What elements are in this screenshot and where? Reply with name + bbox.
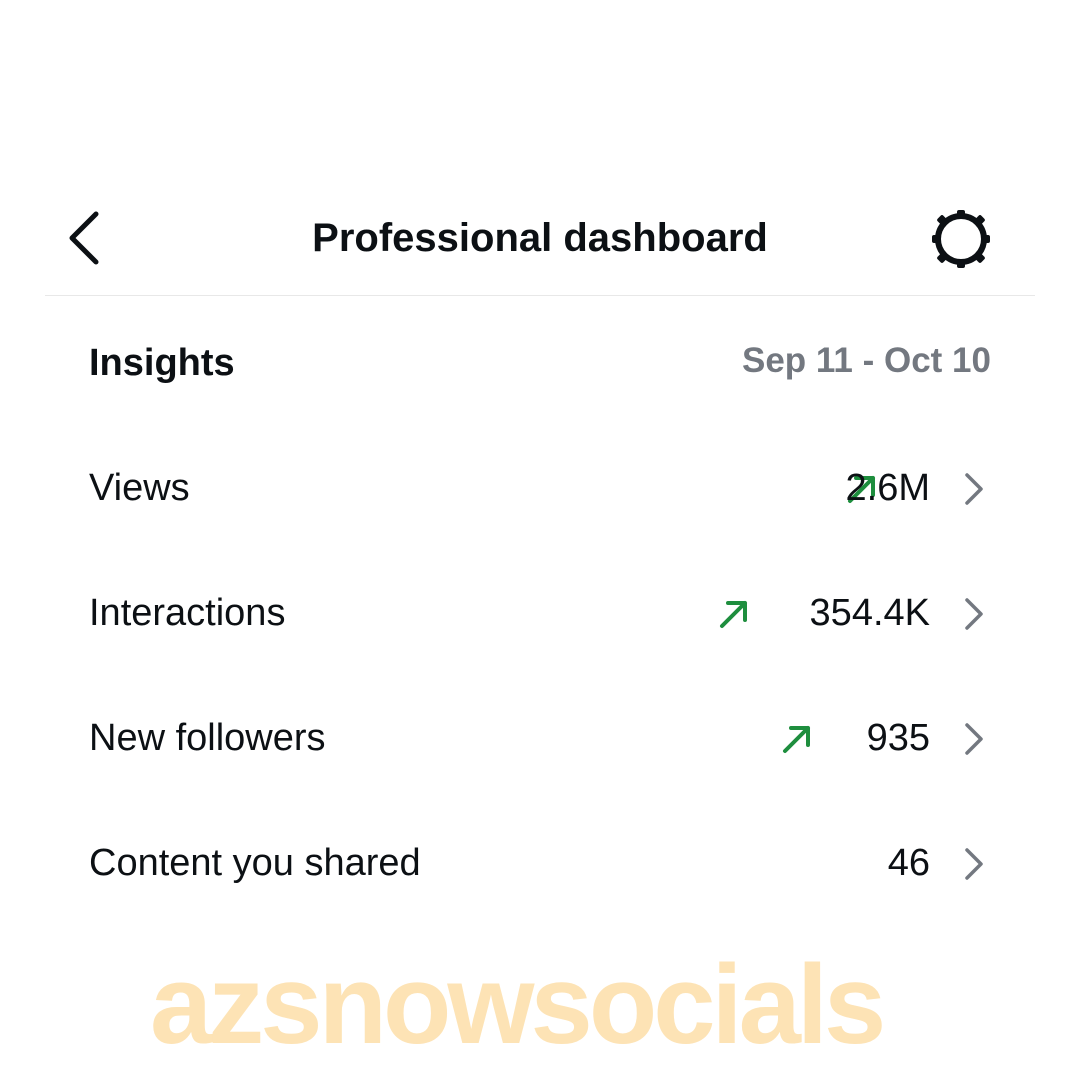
header-divider bbox=[45, 295, 1035, 296]
insight-value: 2.6M bbox=[845, 467, 930, 509]
insight-label: New followers bbox=[89, 717, 326, 759]
back-button[interactable] bbox=[62, 208, 112, 268]
date-range[interactable]: Sep 11 - Oct 10 bbox=[741, 341, 991, 380]
insight-row-content-you-shared[interactable]: Content you shared 46 bbox=[45, 808, 1035, 918]
chevron-right-icon bbox=[965, 598, 983, 630]
chevron-left-icon bbox=[69, 211, 99, 265]
watermark: azsnowsocials bbox=[150, 942, 886, 1067]
insight-row-interactions[interactable]: Interactions 354.4K bbox=[45, 558, 1035, 668]
page-title: Professional dashboard bbox=[312, 216, 768, 260]
settings-button[interactable] bbox=[926, 204, 996, 274]
chevron-right-icon bbox=[965, 723, 983, 755]
insight-row-new-followers[interactable]: New followers 935 bbox=[45, 683, 1035, 793]
insight-label: Interactions bbox=[89, 592, 286, 634]
trend-up-arrow-icon bbox=[848, 476, 875, 503]
trend-up-arrow-icon bbox=[783, 726, 810, 753]
insight-value: 46 bbox=[887, 842, 930, 884]
gear-icon bbox=[932, 210, 990, 268]
insight-row-views[interactable]: Views 2.6M bbox=[45, 433, 1035, 543]
trend-up-arrow-icon bbox=[720, 601, 747, 628]
chevron-right-icon bbox=[965, 473, 983, 505]
insight-value: 354.4K bbox=[809, 592, 930, 634]
insight-label: Content you shared bbox=[89, 842, 421, 884]
insights-heading: Insights bbox=[89, 342, 235, 384]
insight-label: Views bbox=[89, 467, 190, 509]
insight-value: 935 bbox=[866, 717, 930, 759]
chevron-right-icon bbox=[965, 848, 983, 880]
